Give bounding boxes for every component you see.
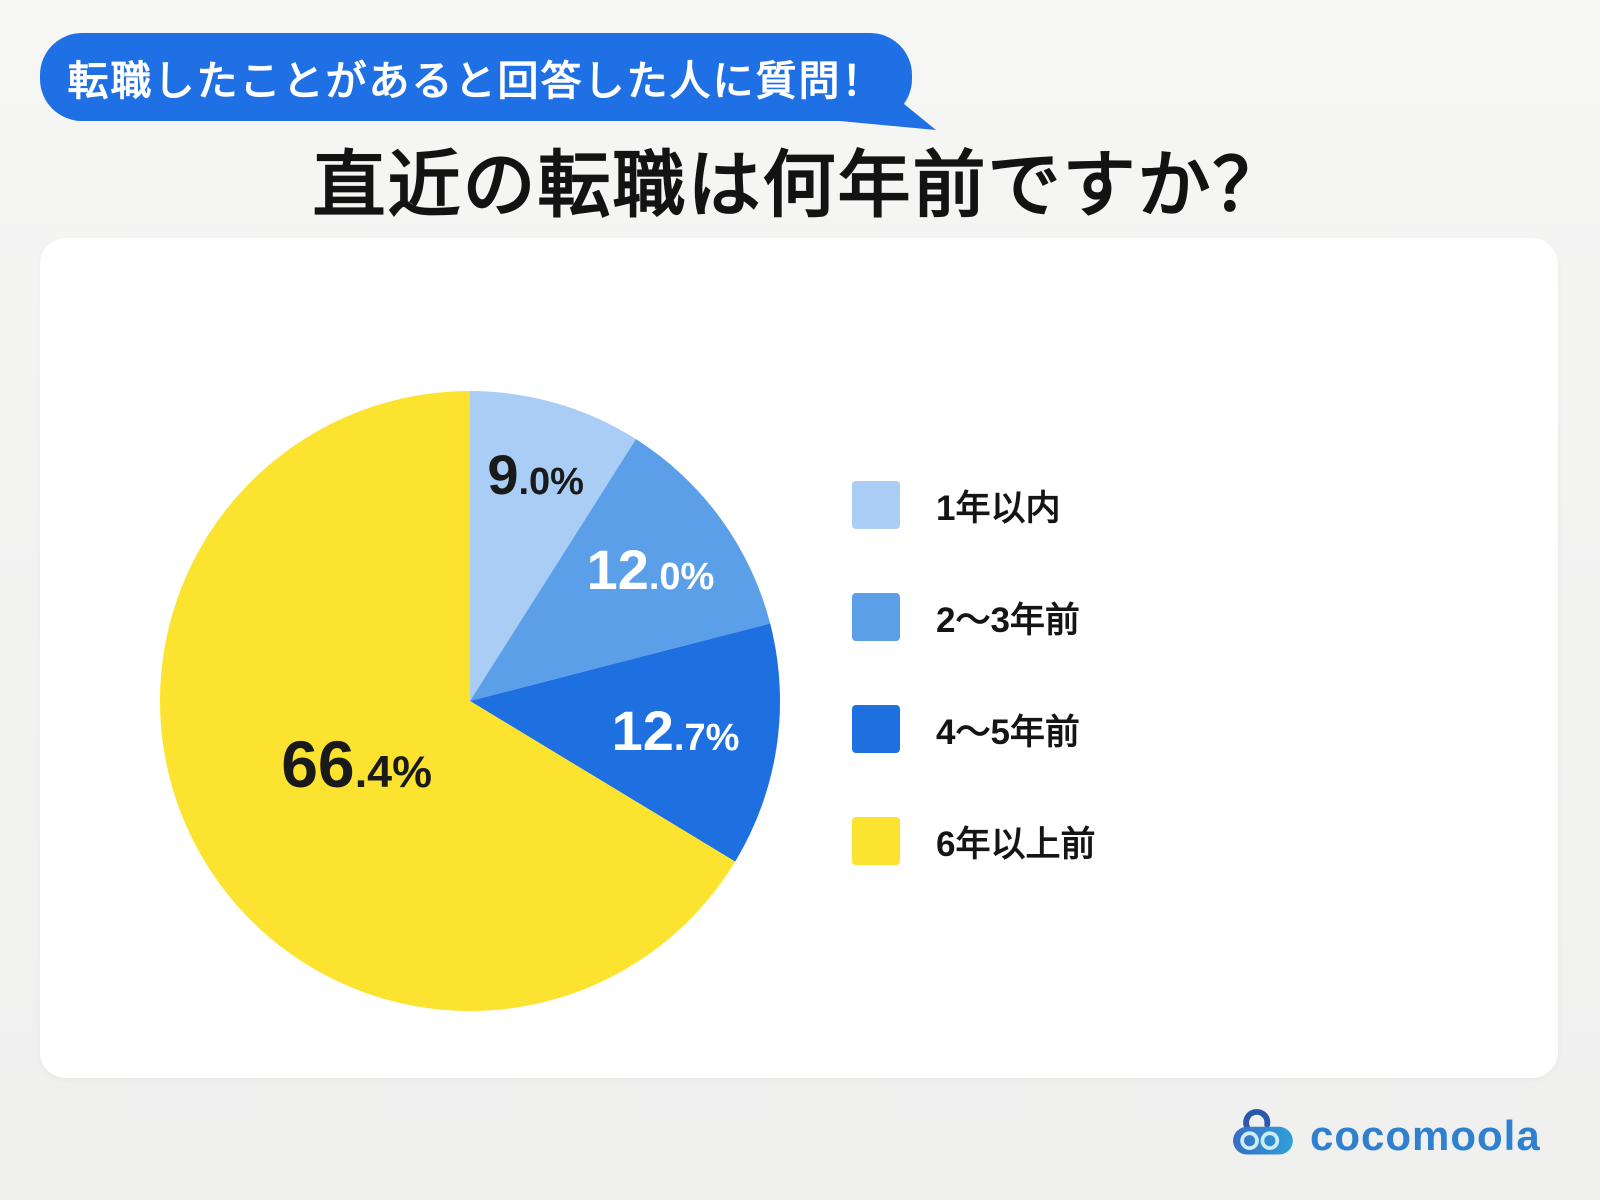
- pie-slice-label: 12.7%: [611, 699, 740, 763]
- legend-item: 4〜5年前: [852, 705, 1095, 753]
- brand-logo: cocomoola: [1232, 1104, 1541, 1160]
- chart-card: 9.0% 12.0% 12.7% 66.4% 1年以内 2〜3年前 4〜5年前 6年以上前: [40, 238, 1558, 1078]
- legend-label: 2〜3年前: [936, 600, 1080, 640]
- question-banner: 転職したことがあると回答した人に質問！: [40, 33, 912, 121]
- pie-slice-label: 66.4%: [281, 727, 432, 802]
- pie-slice: [160, 391, 736, 1011]
- pie-slice: [470, 439, 771, 701]
- legend-label: 4〜5年前: [936, 712, 1080, 752]
- pie-slice: [470, 391, 636, 701]
- question-banner-label: 転職したことがあると回答した人に質問！: [67, 58, 885, 104]
- pie-slice: [470, 623, 781, 862]
- pie-slice-label: 9.0%: [487, 442, 584, 506]
- chart-title: 直近の転職は何年前ですか？: [312, 145, 1288, 226]
- legend-item: 1年以内: [852, 481, 1095, 529]
- legend-swatch: [852, 593, 900, 641]
- pie-slice-label: 12.0%: [586, 537, 715, 601]
- legend-label: 1年以内: [936, 488, 1061, 528]
- brand-logo-icon: [1233, 1109, 1293, 1155]
- legend-label: 6年以上前: [936, 824, 1096, 864]
- legend-item: 6年以上前: [852, 817, 1095, 865]
- legend: 1年以内 2〜3年前 4〜5年前 6年以上前: [852, 481, 1095, 929]
- legend-item: 2〜3年前: [852, 593, 1095, 641]
- brand-logo-text: cocomoola: [1310, 1112, 1541, 1160]
- legend-swatch: [852, 817, 900, 865]
- pie-chart: [160, 391, 781, 1011]
- legend-swatch: [852, 705, 900, 753]
- legend-swatch: [852, 481, 900, 529]
